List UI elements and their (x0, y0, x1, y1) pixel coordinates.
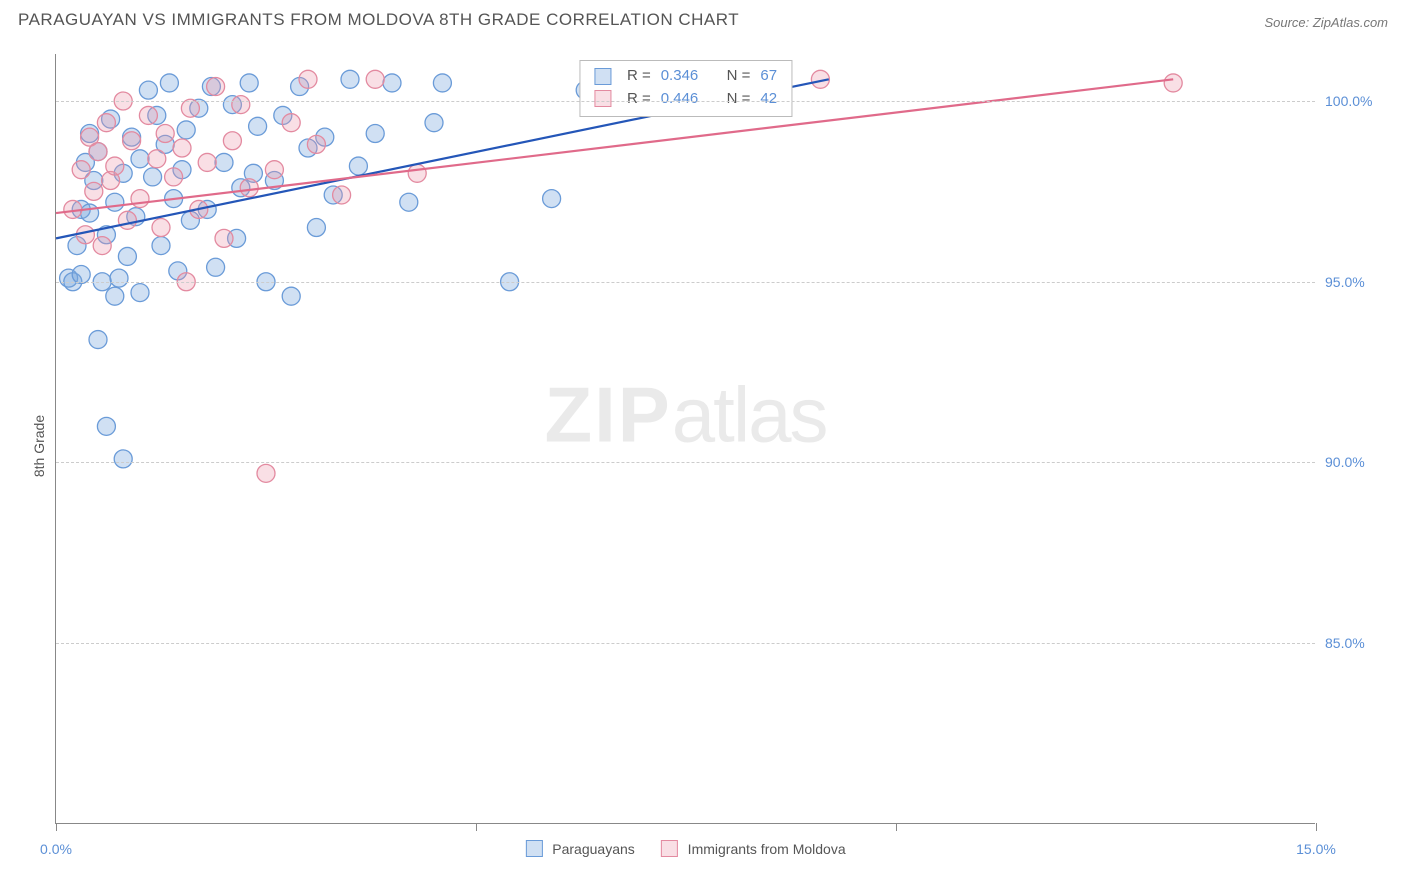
legend-item: Immigrants from Moldova (661, 840, 846, 857)
ytick-label: 90.0% (1325, 454, 1385, 470)
xtick (896, 823, 897, 831)
gridline (56, 101, 1315, 102)
stat-label: R = (627, 88, 651, 111)
ytick-label: 100.0% (1325, 93, 1385, 109)
source-label: Source: ZipAtlas.com (1264, 15, 1388, 30)
stat-label: R = (627, 65, 651, 88)
plot-area: ZIPatlas R = 0.346 N = 67 R = 0.446 N = … (55, 54, 1315, 824)
stat-value: 67 (760, 65, 777, 88)
xtick (56, 823, 57, 831)
xtick-label: 0.0% (40, 841, 72, 857)
gridline (56, 643, 1315, 644)
legend-item: Paraguayans (525, 840, 634, 857)
swatch-icon (525, 840, 542, 857)
stat-label: N = (727, 88, 751, 111)
legend-label: Immigrants from Moldova (688, 841, 846, 857)
ytick-label: 95.0% (1325, 274, 1385, 290)
xtick-label: 15.0% (1296, 841, 1336, 857)
swatch-icon (594, 68, 611, 85)
gridline (56, 282, 1315, 283)
swatch-icon (661, 840, 678, 857)
legend: Paraguayans Immigrants from Moldova (525, 840, 845, 857)
y-axis-label: 8th Grade (31, 415, 47, 477)
stat-value: 0.446 (661, 88, 699, 111)
gridline (56, 462, 1315, 463)
scatter-svg (56, 54, 1315, 823)
chart-title: PARAGUAYAN VS IMMIGRANTS FROM MOLDOVA 8T… (18, 10, 739, 30)
swatch-icon (594, 90, 611, 107)
stat-value: 0.346 (661, 65, 699, 88)
stat-value: 42 (760, 88, 777, 111)
stats-row: R = 0.346 N = 67 (594, 65, 777, 88)
stats-row: R = 0.446 N = 42 (594, 88, 777, 111)
xtick (1316, 823, 1317, 831)
correlation-stats-box: R = 0.346 N = 67 R = 0.446 N = 42 (579, 60, 792, 117)
stat-label: N = (727, 65, 751, 88)
xtick (476, 823, 477, 831)
legend-label: Paraguayans (552, 841, 635, 857)
ytick-label: 85.0% (1325, 635, 1385, 651)
